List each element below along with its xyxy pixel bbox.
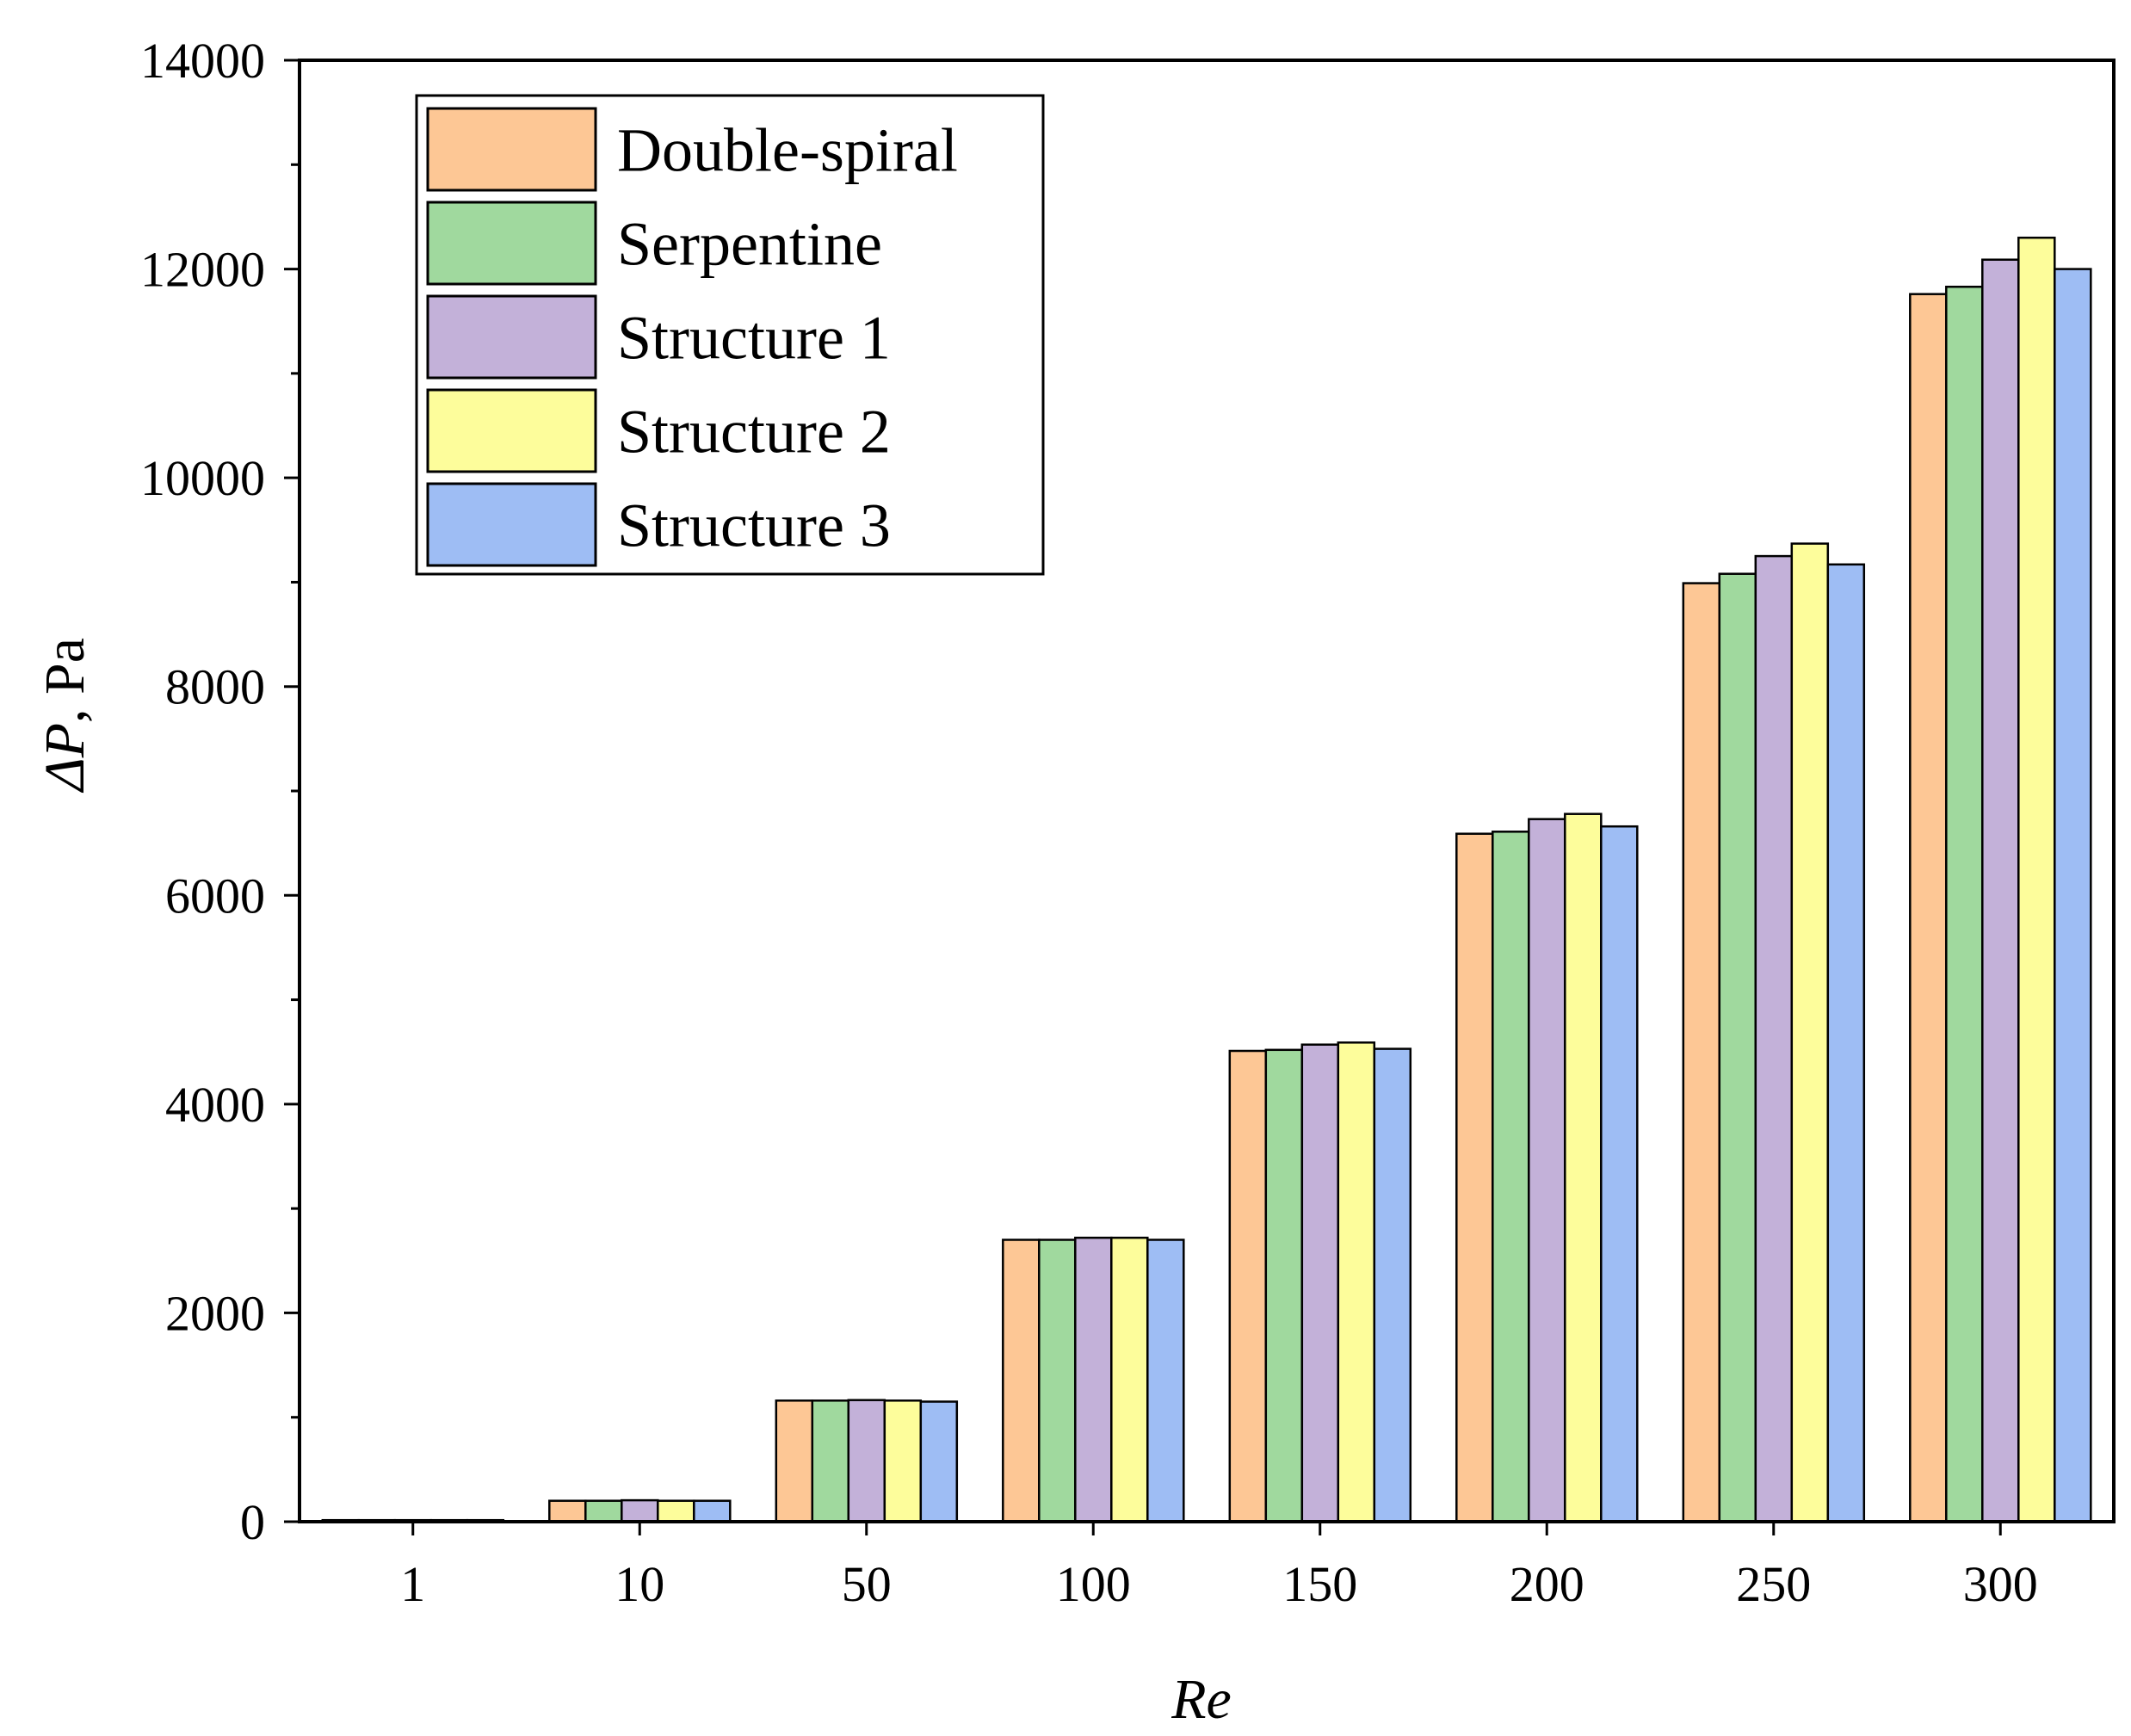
legend-label-structure-3: Structure 3 xyxy=(617,491,891,560)
bar-serpentine-re-150 xyxy=(1264,1048,1304,1523)
bar-structure-1-re-10 xyxy=(621,1498,659,1523)
legend-swatch-double-spiral xyxy=(426,107,597,192)
legend-swatch-structure-2 xyxy=(426,388,597,473)
y-axis-title-unit: , Pa xyxy=(34,638,96,723)
y-tick-label-0: 0 xyxy=(240,1494,265,1550)
legend-label-structure-1: Structure 1 xyxy=(617,304,891,373)
bar-structure-1-re-300 xyxy=(1981,258,2020,1523)
y-tick-label-8000: 8000 xyxy=(165,659,265,715)
x-tick-label-10: 10 xyxy=(615,1556,664,1612)
x-tick-label-50: 50 xyxy=(842,1556,892,1612)
bar-double-spiral-re-150 xyxy=(1228,1049,1268,1523)
bar-structure-2-re-300 xyxy=(2017,236,2056,1523)
bar-structure-1-re-50 xyxy=(847,1399,886,1523)
bar-structure-1-re-100 xyxy=(1074,1236,1113,1523)
bar-structure-1-re-200 xyxy=(1528,818,1566,1523)
bar-structure-1-re-150 xyxy=(1300,1043,1340,1523)
ticks-layer: 1 10 50 100 150 200 250 300 0 2000 4000 6000 8000 100… xyxy=(140,33,2038,1612)
bar-serpentine-re-50 xyxy=(811,1399,850,1523)
bar-serpentine-re-10 xyxy=(584,1499,623,1523)
x-tick-label-250: 250 xyxy=(1736,1556,1811,1612)
y-axis-title: ΔP, Pa xyxy=(34,638,96,794)
bar-structure-2-re-250 xyxy=(1790,542,1830,1523)
bar-serpentine-re-250 xyxy=(1718,572,1757,1523)
bar-serpentine-re-200 xyxy=(1492,831,1530,1523)
bar-structure-2-re-200 xyxy=(1564,812,1603,1523)
bar-structure-2-re-100 xyxy=(1110,1236,1149,1523)
legend-label-double-spiral: Double-spiral xyxy=(617,116,958,185)
y-tick-label-4000: 4000 xyxy=(165,1077,265,1133)
legend: Double-spiral Serpentine Structure 1 Struct… xyxy=(415,94,1045,576)
bars-layer xyxy=(321,236,2092,1523)
bar-serpentine-re-300 xyxy=(1945,285,1984,1523)
y-axis-title-symbol: ΔP xyxy=(34,723,96,794)
y-tick-label-6000: 6000 xyxy=(165,868,265,924)
bar-structure-3-re-300 xyxy=(2054,268,2092,1523)
bar-double-spiral-re-50 xyxy=(775,1399,814,1523)
x-axis-title: Re xyxy=(1171,1668,1232,1731)
bar-structure-1-re-250 xyxy=(1754,554,1794,1523)
bar-structure-2-re-50 xyxy=(883,1399,923,1523)
bar-structure-3-re-50 xyxy=(919,1400,959,1523)
y-tick-label-10000: 10000 xyxy=(140,450,265,506)
bar-structure-3-re-100 xyxy=(1146,1239,1185,1523)
legend-label-serpentine: Serpentine xyxy=(617,210,882,279)
bar-structure-2-re-10 xyxy=(657,1499,695,1523)
bar-structure-2-re-150 xyxy=(1337,1041,1376,1523)
x-tick-label-300: 300 xyxy=(1963,1556,2038,1612)
bar-serpentine-re-100 xyxy=(1038,1239,1077,1523)
bar-structure-3-re-10 xyxy=(693,1499,732,1523)
bar-double-spiral-re-300 xyxy=(1909,293,1948,1523)
legend-swatch-serpentine xyxy=(426,201,597,286)
x-tick-label-100: 100 xyxy=(1056,1556,1131,1612)
legend-label-structure-2: Structure 2 xyxy=(617,398,891,466)
bar-structure-3-re-250 xyxy=(1826,563,1866,1523)
legend-swatch-structure-1 xyxy=(426,294,597,380)
bar-structure-3-re-150 xyxy=(1373,1047,1412,1523)
bar-structure-3-re-200 xyxy=(1600,825,1639,1523)
x-tick-label-150: 150 xyxy=(1282,1556,1357,1612)
legend-swatch-structure-3 xyxy=(426,482,597,567)
y-tick-label-2000: 2000 xyxy=(165,1285,265,1341)
y-tick-label-14000: 14000 xyxy=(140,33,265,89)
bar-double-spiral-re-250 xyxy=(1682,582,1721,1523)
x-tick-label-1: 1 xyxy=(400,1556,425,1612)
bar-double-spiral-re-10 xyxy=(548,1499,587,1523)
bar-double-spiral-re-200 xyxy=(1455,832,1494,1523)
x-tick-label-200: 200 xyxy=(1510,1556,1584,1612)
bar-double-spiral-re-100 xyxy=(1002,1239,1041,1523)
y-tick-label-12000: 12000 xyxy=(140,242,265,298)
